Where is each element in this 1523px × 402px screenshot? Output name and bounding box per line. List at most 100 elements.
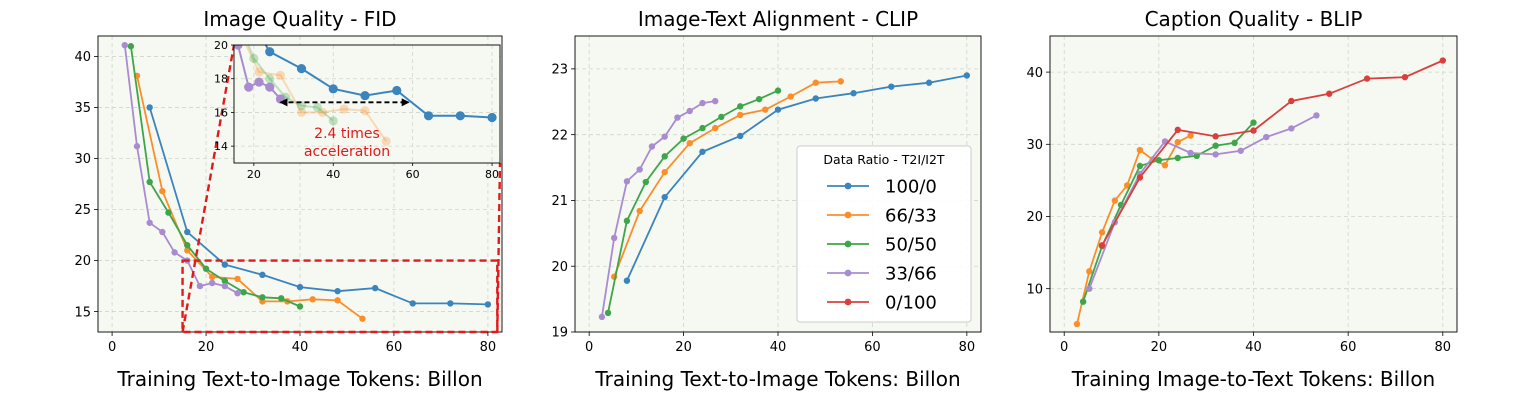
y-tick-label: 20 [74, 254, 91, 269]
clip-panel: 0 20 40 60 80 19 20 21 22 23 Image-Text Alignment … [551, 7, 982, 391]
data-point-50-50 [1136, 162, 1144, 170]
data-point-33-66 [699, 99, 706, 107]
data-point-33-66 [712, 97, 719, 105]
data-point-33-66 [1086, 285, 1093, 292]
data-point-50-50 [240, 288, 247, 296]
data-point-33-66 [208, 279, 216, 287]
data-point-100-0 [360, 90, 370, 101]
data-point-100-0 [850, 90, 857, 97]
y-tick-label: 23 [551, 63, 568, 78]
data-point-100-0 [484, 301, 492, 308]
chart-title: Caption Quality - BLIP [1145, 7, 1363, 31]
data-point-66-33 [1111, 197, 1119, 204]
data-point-0-100 [1439, 57, 1447, 64]
inset-y-tick-label: 14 [214, 140, 228, 153]
data-point-50-50 [755, 95, 763, 103]
data-point-66-33 [334, 297, 341, 304]
zoom-connector-line [496, 162, 502, 333]
x-tick-label: 20 [1151, 340, 1168, 355]
data-point-100-0 [699, 148, 706, 155]
plot-frame [1049, 35, 1458, 333]
data-point-50-50 [278, 295, 285, 302]
data-point-100-0 [221, 261, 229, 268]
x-tick-label: 60 [1340, 340, 1357, 355]
data-point-66-33 [296, 107, 307, 118]
series-line-100-0 [264, 45, 493, 119]
data-point-66-33 [309, 296, 316, 303]
data-point-66-33 [1136, 146, 1144, 154]
data-point-50-50 [604, 309, 612, 317]
data-point-66-33 [1187, 132, 1194, 139]
x-tick-label: 80 [480, 340, 497, 355]
data-point-50-50 [699, 124, 706, 132]
inset-y-tick-label: 16 [214, 106, 228, 119]
legend-swatch-marker [844, 240, 852, 248]
series-line-66-33 [136, 75, 364, 320]
data-point-50-50 [774, 87, 782, 94]
data-point-66-33 [762, 106, 769, 113]
data-point-100-0 [888, 83, 895, 90]
data-point-50-50 [312, 102, 322, 112]
y-tick-label: 40 [74, 50, 91, 65]
data-point-50-50 [623, 217, 631, 225]
series-line-50-50 [1082, 121, 1255, 302]
inset-frame [233, 44, 501, 164]
series-line-66-33 [244, 45, 387, 142]
y-tick-label: 10 [1026, 282, 1043, 297]
data-point-33-66 [234, 45, 243, 50]
data-point-100-0 [334, 287, 341, 295]
legend: Data Ratio - T2I/I2T 100/0 66/33 50/50 33/66… [796, 145, 972, 323]
data-point-100-0 [487, 112, 497, 123]
data-point-0-100 [1326, 90, 1333, 97]
y-tick-label: 19 [551, 326, 568, 341]
data-point-0-100 [1250, 127, 1257, 134]
series-line-50-50 [247, 45, 334, 122]
data-point-50-50 [165, 209, 172, 216]
chart-title: Image Quality - FID [203, 7, 396, 31]
zoom-indicator [181, 44, 502, 334]
series-group [121, 41, 492, 322]
series-line-0-100 [1101, 59, 1444, 246]
legend-entry-label: 33/66 [885, 264, 937, 285]
data-point-33-66 [1237, 147, 1244, 154]
data-point-100-0 [371, 284, 379, 292]
y-tick-label: 21 [551, 194, 568, 209]
data-point-33-66 [146, 219, 153, 226]
data-point-100-0 [259, 271, 266, 279]
data-point-66-33 [275, 70, 286, 80]
data-point-100-0 [296, 64, 307, 74]
data-point-50-50 [642, 178, 650, 186]
y-tick-label: 25 [74, 203, 91, 218]
data-point-50-50 [146, 178, 153, 186]
series-line-66-33 [613, 80, 841, 278]
y-tick-label: 30 [1026, 138, 1043, 153]
data-point-66-33 [636, 207, 643, 215]
legend-entry-label: 50/50 [885, 235, 937, 256]
y-tick-label: 20 [551, 260, 568, 275]
data-point-66-33 [1098, 229, 1106, 236]
data-point-50-50 [1250, 119, 1257, 126]
data-point-66-33 [837, 78, 844, 85]
data-point-0-100 [1212, 133, 1219, 140]
series-line-50-50 [130, 46, 301, 308]
legend-swatch-marker [844, 269, 852, 277]
data-point-66-33 [317, 107, 328, 118]
inset-x-tick-label: 60 [406, 168, 420, 181]
data-point-33-66 [623, 178, 631, 185]
series-line-100-0 [148, 107, 488, 306]
inset-x-tick-label: 20 [247, 168, 261, 181]
data-point-100-0 [623, 277, 631, 284]
data-point-0-100 [1288, 97, 1295, 105]
inset-x-tick-label: 40 [326, 168, 340, 181]
series-line-33-66 [1088, 114, 1317, 290]
data-point-100-0 [296, 283, 304, 291]
x-tick-label: 20 [675, 340, 692, 355]
data-point-66-33 [1174, 138, 1181, 146]
data-point-66-33 [787, 93, 794, 100]
x-tick-label: 0 [1060, 340, 1068, 355]
blip-panel: 0 20 40 60 80 10 20 30 40 Caption Quality - BLIP T… [1026, 7, 1458, 391]
data-point-50-50 [221, 277, 229, 285]
fid-inset: 20 40 60 80 14 16 18 20 2.4 times acceleration [214, 39, 501, 181]
x-tick-label: 20 [198, 340, 215, 355]
